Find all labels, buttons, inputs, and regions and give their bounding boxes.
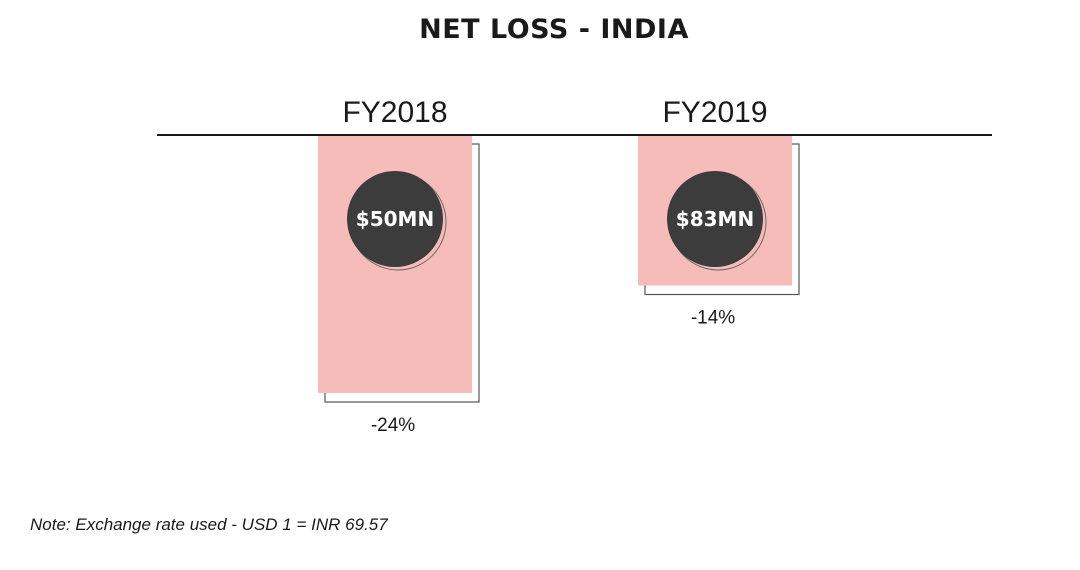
category-label: FY2019 [662,96,767,129]
amount-circle [667,171,763,267]
percent-label: -14% [691,308,735,329]
amount-label: $83MN [676,207,754,231]
chart-title: NET LOSS - INDIA [419,14,689,45]
exchange-rate-note: Note: Exchange rate used - USD 1 = INR 6… [30,515,388,534]
amount-circle [347,171,443,267]
category-label: FY2018 [342,96,447,129]
amount-label: $50MN [356,207,434,231]
percent-label: -24% [371,415,415,436]
